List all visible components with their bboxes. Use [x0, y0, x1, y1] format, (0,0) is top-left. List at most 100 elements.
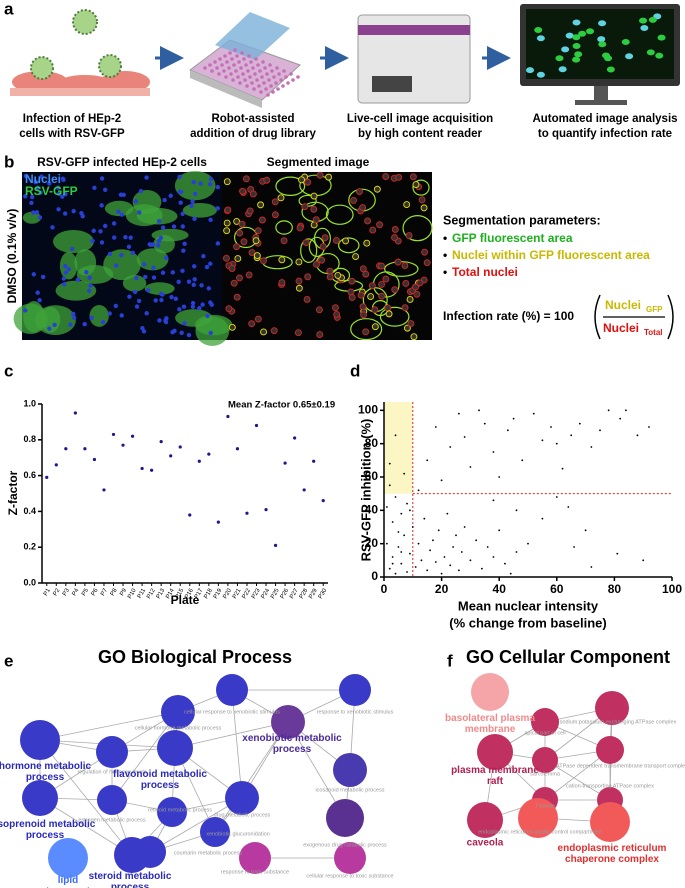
well [223, 54, 227, 58]
point [463, 526, 466, 528]
well [255, 78, 259, 82]
nucleus [158, 235, 164, 241]
x-tick-label: P19 [213, 587, 224, 600]
point [111, 432, 116, 437]
nucleus-outline [302, 239, 310, 247]
well [274, 81, 278, 85]
point [403, 472, 406, 475]
gfp-cell [195, 316, 230, 346]
nucleus-outline [409, 173, 417, 181]
point [541, 517, 544, 520]
nucleus [208, 330, 213, 336]
x-tick-label: 40 [493, 582, 507, 596]
step-caption: addition of drug library [190, 128, 316, 140]
nucleus [163, 319, 169, 325]
point [449, 446, 452, 448]
nucleus-outline [295, 284, 303, 292]
formula-den: Nuclei [603, 321, 639, 335]
nucleus [178, 200, 183, 205]
nucleus [170, 270, 176, 275]
nucleus [62, 211, 68, 216]
nucleus [181, 304, 187, 309]
well [232, 63, 236, 67]
screen-cell [555, 55, 564, 62]
nucleus [119, 212, 125, 217]
node-label: xenobiotic metabolic process [242, 733, 342, 755]
point [486, 546, 489, 548]
nucleus [200, 302, 205, 307]
nucleus [191, 264, 197, 269]
node [161, 695, 195, 729]
point [515, 509, 518, 512]
nucleus [190, 199, 195, 204]
nucleus-outline [385, 310, 393, 318]
x-tick-label: P7 [100, 587, 109, 597]
node-label: endoplasmic reticulum quality control co… [478, 829, 602, 835]
point [460, 551, 463, 553]
gfp-cell [23, 301, 45, 333]
edge [111, 711, 179, 801]
point [92, 457, 97, 462]
point [385, 506, 388, 508]
nucleus-outline [236, 229, 244, 237]
screen-cell [578, 30, 587, 37]
point [457, 412, 460, 415]
nucleus [116, 209, 121, 214]
point [440, 572, 443, 575]
nucleus-outline [304, 273, 312, 281]
nucleus-outline [348, 293, 356, 301]
nucleus-outline [225, 305, 233, 313]
nucleus-outline [316, 171, 324, 179]
edge [39, 711, 179, 741]
point [590, 446, 593, 448]
node [333, 753, 367, 787]
nucleus-outline [369, 226, 377, 234]
screen-cell [572, 56, 581, 63]
bullet: • [443, 265, 447, 279]
point [400, 512, 403, 515]
x-tick-label: P6 [91, 587, 100, 597]
well [259, 90, 263, 94]
point [527, 542, 529, 545]
nucleus [215, 184, 221, 190]
point [455, 534, 457, 537]
nucleus-outline [248, 249, 256, 256]
nucleus [143, 274, 148, 280]
nucleus [119, 313, 124, 318]
screen-cell [534, 26, 543, 33]
screen-cell [561, 46, 570, 53]
point [188, 513, 192, 517]
x-tick-label: P20 [222, 587, 233, 600]
step-caption: Live-cell image acquisition [347, 113, 493, 125]
nucleus-outline [332, 237, 340, 244]
well [251, 66, 255, 70]
nucleus-outline [378, 262, 386, 270]
well [267, 78, 271, 82]
nucleus [89, 315, 94, 321]
point [388, 462, 391, 465]
bullet: • [443, 248, 447, 262]
annotation: Mean Z-factor 0.65±0.19 [228, 400, 335, 411]
nucleus-outline [402, 279, 410, 287]
screen-cell [572, 42, 581, 49]
well [264, 87, 268, 91]
gfp-cell [144, 282, 175, 295]
nucleus-outline [403, 324, 411, 332]
nucleus-outline [271, 198, 279, 206]
nucleus [141, 329, 147, 334]
point [216, 520, 220, 524]
well [271, 90, 275, 94]
node-label: estrogen metabolic process [78, 817, 146, 823]
point [492, 499, 495, 502]
nucleus [134, 275, 139, 281]
gfp-cell [136, 207, 178, 225]
point [434, 561, 437, 563]
nucleus [160, 225, 166, 230]
point [397, 546, 400, 548]
point [409, 509, 411, 512]
formula: Infection rate (%) = 100 [443, 309, 574, 323]
node-label: lipidtransport [46, 875, 91, 888]
point [616, 552, 619, 555]
node [239, 842, 271, 874]
nucleus [63, 263, 68, 269]
